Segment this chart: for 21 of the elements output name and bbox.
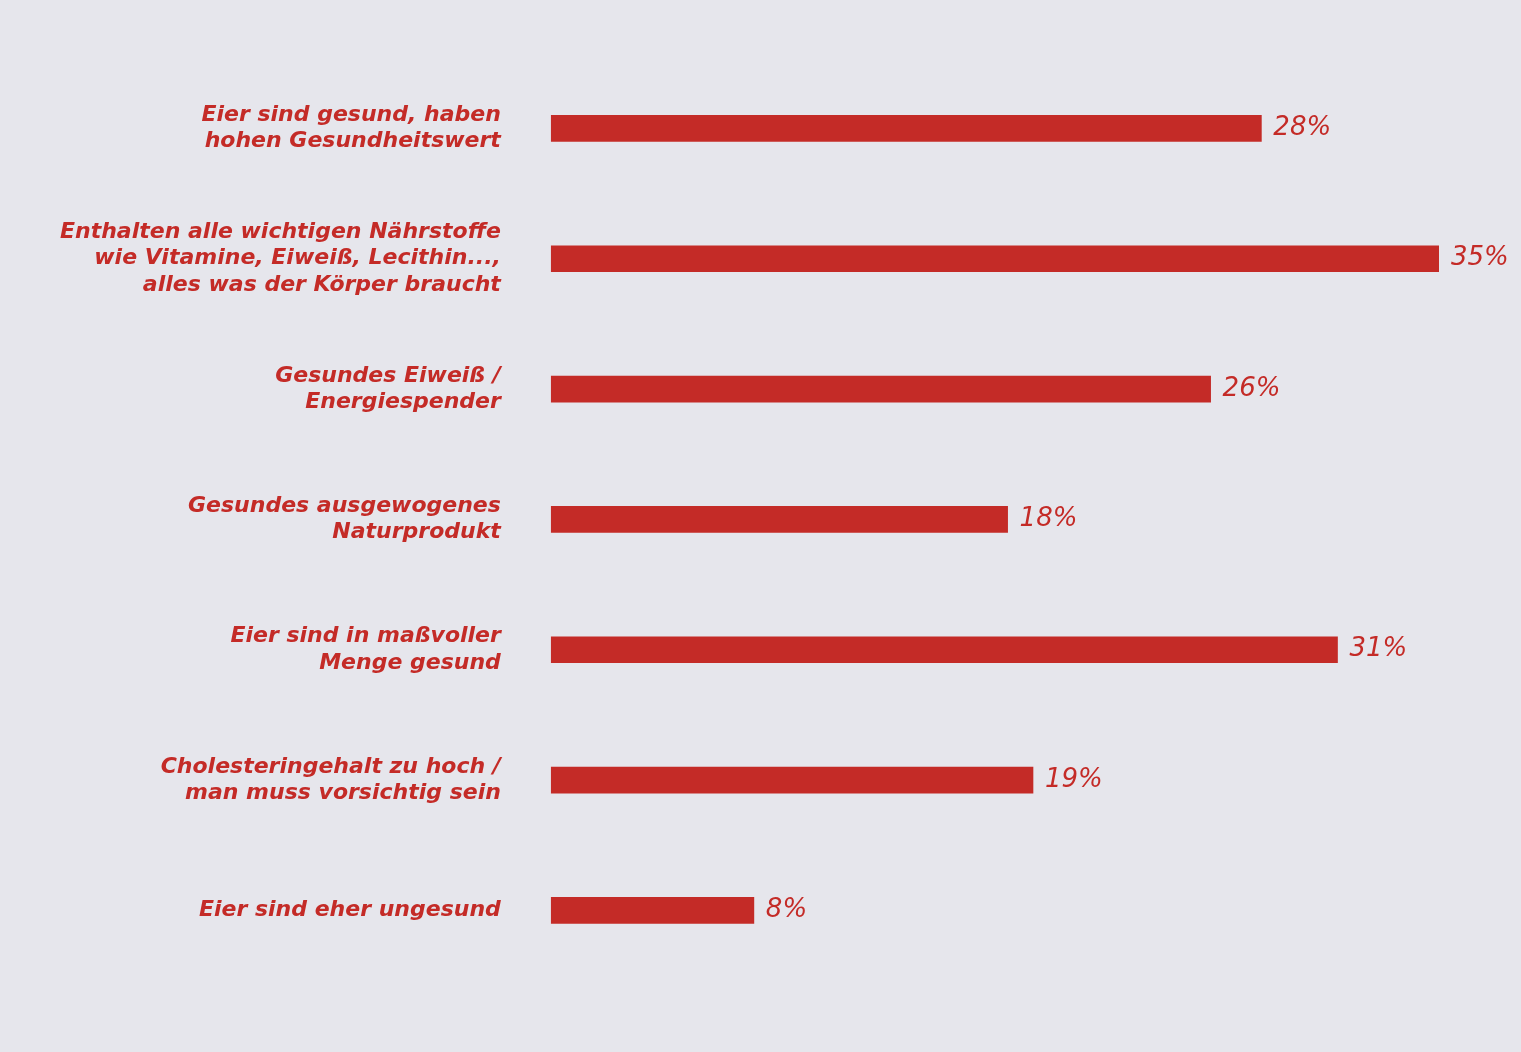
- bar: [550, 506, 1008, 533]
- bar: [550, 115, 1262, 142]
- data-label: 28%: [1273, 111, 1332, 142]
- data-label: 18%: [1019, 502, 1078, 533]
- data-label: 31%: [1349, 632, 1408, 663]
- data-label: 35%: [1451, 241, 1509, 272]
- y-tick-label: Cholesteringehalt zu hoch / man muss vorsichtig sein: [160, 752, 503, 804]
- y-tick-label: Eier sind in maßvoller Menge gesund: [230, 622, 503, 674]
- bar: [550, 636, 1338, 664]
- bar: [550, 245, 1439, 273]
- y-tick-label: Eier sind eher ungesund: [198, 896, 502, 922]
- y-tick-label: Eier sind gesund, haben hohen Gesundheitswert: [201, 100, 503, 153]
- bar: [550, 897, 755, 924]
- bar: [550, 375, 1211, 403]
- data-label: 8%: [765, 893, 808, 924]
- y-tick-label: Gesundes Eiweiß / Energiespender: [275, 361, 503, 413]
- bar: [550, 766, 1034, 794]
- y-tick-label: Gesundes ausgewogenes Naturprodukt: [187, 491, 503, 544]
- data-label: 19%: [1045, 762, 1103, 793]
- data-label: 26%: [1222, 371, 1281, 402]
- y-tick-label: Enthalten alle wichtigen Nährstoffe wie Vitamine, Eiweiß, Lecithin..., alles was der Körper braucht: [60, 218, 503, 296]
